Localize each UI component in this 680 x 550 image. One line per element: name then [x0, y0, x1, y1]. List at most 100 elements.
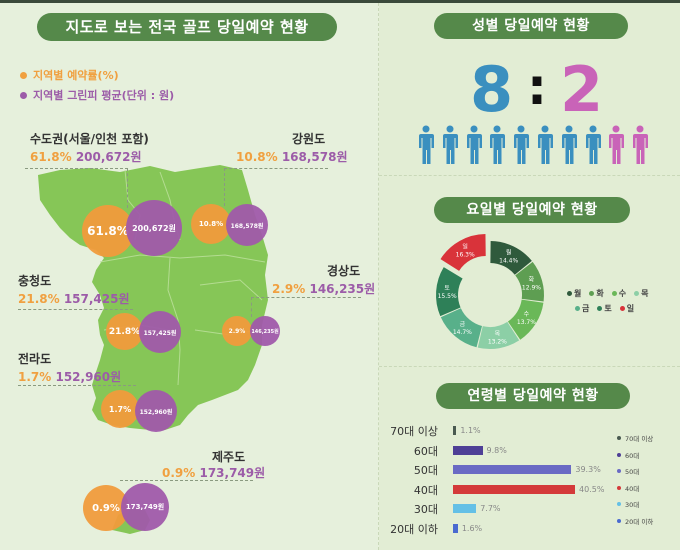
legend-label: 토 [604, 304, 612, 313]
rate-bubble-gangwon: 10.8% [191, 204, 231, 244]
leader-line [251, 297, 361, 298]
male-ratio: 8 [470, 53, 514, 126]
age-legend-item: 60대 [617, 450, 639, 460]
region-values-jeju: 0.9% 173,749원 [162, 464, 265, 481]
region-name-sudogwon: 수도권(서울/인천 포함) [30, 132, 149, 146]
fee-bubble-gyeongsang: 146,235원 [250, 316, 280, 346]
donut-slice [440, 234, 486, 271]
legend-dot-icon [617, 452, 621, 457]
region-name-gyeongsang: 경상도 [327, 264, 361, 278]
male-person-icon [513, 125, 530, 165]
age-bar [453, 523, 458, 533]
region-name-gangwon: 강원도 [292, 132, 326, 146]
donut-slice-label: 금 [460, 321, 466, 328]
leader-line [18, 309, 133, 310]
legend-sun: 일 [619, 303, 635, 314]
donut-slice [477, 321, 520, 349]
map-section-title: 지도로 보는 전국 골프 당일예약 현황 [37, 13, 337, 41]
legend-dot-icon [567, 291, 572, 296]
donut-slice [436, 267, 463, 317]
legend-thu: 목 [634, 288, 649, 299]
donut-slice [490, 241, 532, 275]
divider-gender-weekday [379, 175, 680, 176]
age-bar [453, 504, 477, 513]
legend-dot-icon [597, 306, 603, 311]
region-values-sudogwon: 61.8% 200,672원 [30, 148, 142, 165]
rate-value: 2.9% [272, 282, 306, 296]
fee-bubble-chungcheong: 157,425원 [139, 311, 181, 353]
legend-fee-label: 지역별 그린피 평균(단위 : 원) [33, 89, 175, 102]
donut-slice-label: 화 [529, 277, 535, 284]
leader-line [251, 297, 252, 317]
age-bar-value: 1.6% [461, 523, 483, 533]
region-values-chungcheong: 21.8% 157,425원 [18, 290, 130, 307]
purple-dot-icon [20, 91, 27, 99]
age-bar-value: 7.7% [480, 504, 501, 513]
age-section-title: 연령별 당일예약 현황 [436, 383, 630, 409]
rate-value: 21.8% [18, 292, 60, 306]
donut-slice-label: 일 [462, 242, 468, 250]
legend-dot-icon [611, 291, 617, 296]
leader-line [224, 168, 328, 169]
donut-slice-label: 수 [524, 311, 530, 318]
rate-bubble-sudogwon: 61.8% [82, 205, 134, 257]
age-bar-label: 50대 [413, 464, 438, 477]
donut-slice [507, 299, 544, 340]
legend-label: 금 [582, 304, 590, 313]
fee-value: 168,578원 [281, 150, 348, 164]
legend-fri: 금 [575, 303, 589, 314]
female-person-icon [632, 125, 649, 165]
region-values-jeolla: 1.7% 152,960원 [18, 368, 121, 385]
top-strip [0, 0, 680, 3]
male-person-icon [489, 125, 506, 165]
age-bar [453, 426, 457, 435]
female-person-icon [608, 125, 625, 165]
legend-rate: 지역별 예약률(%) [20, 67, 119, 83]
region-name-jeju: 제주도 [212, 450, 246, 464]
donut-slice-value: 14.4% [499, 257, 518, 264]
fee-value: 200,672원 [75, 150, 142, 164]
donut-slice-value: 13.7% [517, 319, 536, 326]
region-values-gangwon: 10.8% 168,578원 [236, 148, 348, 165]
weekday-legend-row2: 금 토 일 [575, 303, 634, 314]
weekday-legend-row1: 월 화 수 목 [567, 288, 649, 299]
male-person-icon [537, 125, 553, 165]
donut-slice-label: 목 [495, 330, 501, 337]
donut-slice [440, 308, 483, 348]
male-person-icon [585, 125, 601, 165]
age-bar-label: 30대 [413, 503, 438, 516]
legend-label: 일 [626, 304, 635, 313]
age-bar-label: 20대 이하 [390, 522, 438, 536]
female-ratio: 2 [560, 53, 604, 126]
age-bar-value: 40.5% [579, 484, 605, 494]
vertical-divider [378, 3, 379, 550]
divider-weekday-age [379, 366, 680, 367]
rate-bubble-gyeongsang: 2.9% [222, 316, 252, 346]
rate-bubble-jeolla: 1.7% [101, 390, 139, 428]
leader-line [224, 168, 225, 206]
leader-line [25, 168, 128, 169]
legend-sat: 토 [597, 303, 612, 314]
age-bar-value: 1.1% [460, 426, 481, 435]
legend-wed: 수 [611, 288, 626, 299]
age-legend-item: 30대 [617, 499, 639, 509]
fee-value: 146,235원 [309, 282, 376, 296]
age-legend-item: 40대 [617, 483, 639, 493]
legend-dot-icon [589, 291, 595, 296]
age-bar-label: 60대 [413, 444, 438, 458]
legend-dot-icon [617, 436, 621, 440]
leader-line [120, 480, 253, 481]
weekday-section-title: 요일별 당일예약 현황 [434, 197, 630, 223]
age-legend-item: 50대 [617, 466, 639, 476]
orange-dot-icon [20, 71, 27, 79]
donut-slice-label: 월 [506, 248, 512, 256]
rate-value: 1.7% [18, 370, 52, 384]
leader-line [18, 385, 136, 386]
gender-section-title: 성별 당일예약 현황 [434, 13, 628, 39]
rate-value: 0.9% [162, 466, 196, 480]
rate-value: 10.8% [236, 150, 278, 164]
fee-bubble-jeolla: 152,960원 [135, 390, 177, 432]
donut-slice-value: 12.9% [522, 285, 541, 292]
legend-dot-icon [617, 469, 621, 473]
region-name-chungcheong: 충청도 [18, 274, 52, 288]
